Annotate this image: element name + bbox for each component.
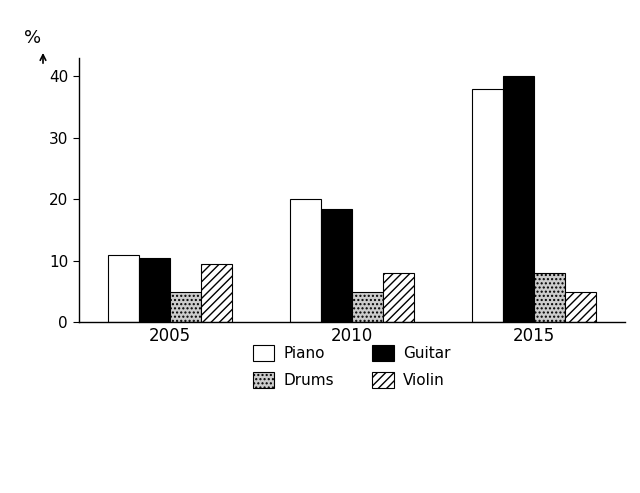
Legend: Piano, Drums, Guitar, Violin: Piano, Drums, Guitar, Violin bbox=[247, 339, 456, 394]
Bar bbox=[534, 273, 565, 322]
Text: %: % bbox=[24, 30, 40, 47]
Bar bbox=[170, 292, 200, 322]
Bar bbox=[383, 273, 413, 322]
Bar bbox=[290, 200, 321, 322]
Bar bbox=[321, 209, 352, 322]
Bar bbox=[108, 255, 139, 322]
Bar bbox=[139, 258, 170, 322]
Bar bbox=[565, 292, 596, 322]
Bar bbox=[472, 89, 503, 322]
Bar bbox=[503, 76, 534, 322]
Bar bbox=[352, 292, 383, 322]
Bar bbox=[200, 264, 232, 322]
